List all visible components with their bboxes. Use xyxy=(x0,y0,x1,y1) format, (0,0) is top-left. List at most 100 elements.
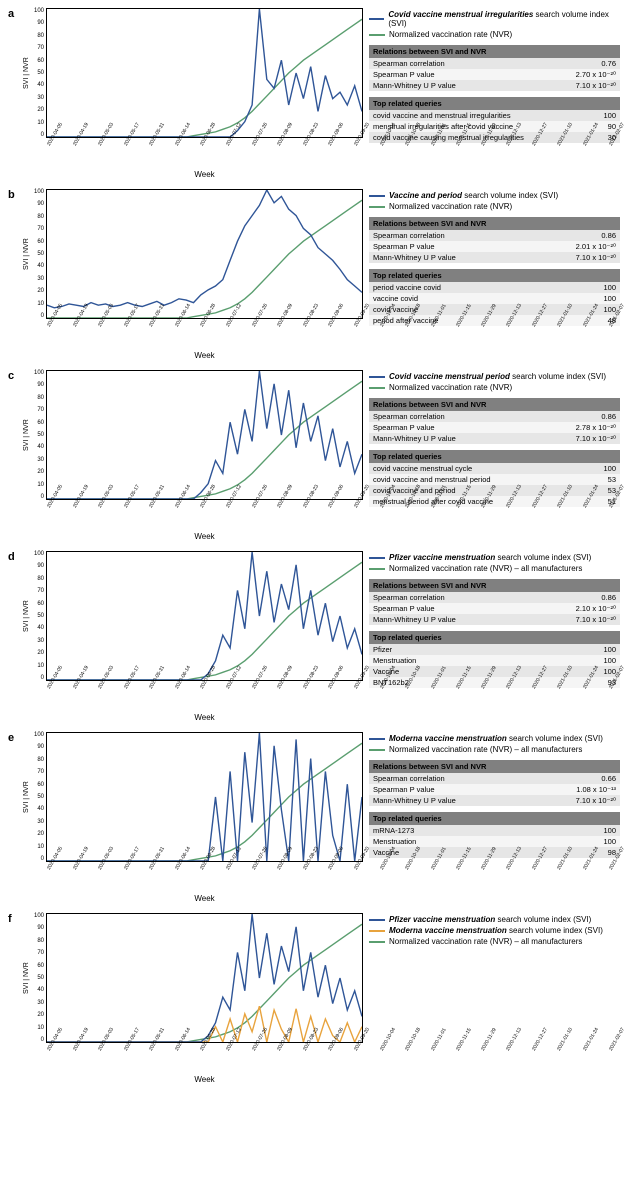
stats-table: Relations between SVI and NVRSpearman co… xyxy=(369,217,620,263)
panel-e: eSVI | NVR10090807060504030201002020-04-… xyxy=(8,732,620,903)
legend-swatch xyxy=(369,557,385,559)
stats-table: Relations between SVI and NVRSpearman co… xyxy=(369,760,620,806)
panel-label: d xyxy=(8,551,15,563)
table-row: Mann-Whitney U P value7.10 x 10⁻²⁰ xyxy=(369,614,620,625)
x-ticks: 2020-04-052020-04-192020-05-032020-05-17… xyxy=(46,500,363,536)
legend-swatch xyxy=(369,206,385,208)
legend-item: Covid vaccine menstrual period search vo… xyxy=(369,372,620,381)
legend-swatch xyxy=(369,195,385,197)
table-row: Spearman correlation0.76 xyxy=(369,58,620,69)
legend-swatch xyxy=(369,34,385,36)
legend-swatch xyxy=(369,749,385,751)
plot-area xyxy=(46,370,363,500)
table-row: covid vaccine and menstrual irregulariti… xyxy=(369,110,620,121)
panel-b: bSVI | NVR10090807060504030201002020-04-… xyxy=(8,189,620,360)
y-ticks: 1009080706050403020100 xyxy=(32,8,46,138)
table-header: Top related queries xyxy=(369,269,620,282)
x-ticks: 2020-04-052020-04-192020-05-032020-05-17… xyxy=(46,862,363,898)
legend-item: Pfizer vaccine menstruation search volum… xyxy=(369,553,620,562)
table-header: Relations between SVI and NVR xyxy=(369,579,620,592)
table-row: Mann-Whitney U P value7.10 x 10⁻²⁰ xyxy=(369,252,620,263)
panel-label: b xyxy=(8,189,15,201)
nvr-line xyxy=(47,924,362,1042)
svi-line xyxy=(47,914,362,1042)
nvr-line xyxy=(47,200,362,318)
legend-swatch xyxy=(369,738,385,740)
legend-item: Vaccine and period search volume index (… xyxy=(369,191,620,200)
nvr-line xyxy=(47,19,362,137)
legend-item: Moderna vaccine menstruation search volu… xyxy=(369,926,620,935)
y-ticks: 1009080706050403020100 xyxy=(32,189,46,319)
legend-item: Normalized vaccination rate (NVR) – all … xyxy=(369,745,620,754)
legend-item: Normalized vaccination rate (NVR) xyxy=(369,383,620,392)
panel-f: fSVI | NVR10090807060504030201002020-04-… xyxy=(8,913,620,1084)
plot-area xyxy=(46,189,363,319)
panel-label: f xyxy=(8,913,12,925)
panel-label: c xyxy=(8,370,14,382)
panel-label: e xyxy=(8,732,14,744)
legend-swatch xyxy=(369,18,384,20)
legend-item: Normalized vaccination rate (NVR) xyxy=(369,202,620,211)
table-row: Menstruation100 xyxy=(369,836,620,847)
panel-label: a xyxy=(8,8,14,20)
chart-column: SVI | NVR10090807060504030201002020-04-0… xyxy=(8,189,363,360)
legend-item: Moderna vaccine menstruation search volu… xyxy=(369,734,620,743)
legend-item: Covid vaccine menstrual irregularities s… xyxy=(369,10,620,28)
table-row: Spearman P value2.01 x 10⁻²⁰ xyxy=(369,241,620,252)
x-ticks: 2020-04-052020-04-192020-05-032020-05-17… xyxy=(46,319,363,355)
legend-swatch xyxy=(369,919,385,921)
table-header: Relations between SVI and NVR xyxy=(369,760,620,773)
plot-area xyxy=(46,913,363,1043)
legend-item: Normalized vaccination rate (NVR) xyxy=(369,30,620,39)
table-row: vaccine covid100 xyxy=(369,293,620,304)
nvr-line xyxy=(47,562,362,680)
legend-swatch xyxy=(369,941,385,943)
table-header: Relations between SVI and NVR xyxy=(369,217,620,230)
stats-table: Relations between SVI and NVRSpearman co… xyxy=(369,45,620,91)
y-ticks: 1009080706050403020100 xyxy=(32,551,46,681)
table-row: Spearman P value1.08 x 10⁻¹³ xyxy=(369,784,620,795)
legend-swatch xyxy=(369,387,385,389)
x-ticks: 2020-04-052020-04-192020-05-032020-05-17… xyxy=(46,681,363,717)
table-header: Top related queries xyxy=(369,812,620,825)
table-row: Mann-Whitney U P value7.10 x 10⁻²⁰ xyxy=(369,80,620,91)
table-row: Spearman correlation0.66 xyxy=(369,773,620,784)
chart-column: SVI | NVR10090807060504030201002020-04-0… xyxy=(8,732,363,903)
plot-area xyxy=(46,732,363,862)
legend-item: Normalized vaccination rate (NVR) – all … xyxy=(369,937,620,946)
table-row: covid vaccine and menstrual period53 xyxy=(369,474,620,485)
y-ticks: 1009080706050403020100 xyxy=(32,370,46,500)
x-ticks: 2020-04-052020-04-192020-05-032020-05-17… xyxy=(46,1043,363,1079)
svi-line xyxy=(47,733,362,861)
table-header: Top related queries xyxy=(369,631,620,644)
svi-line xyxy=(47,552,362,680)
plot-area xyxy=(46,551,363,681)
plot-area xyxy=(46,8,363,138)
table-row: Mann-Whitney U P value7.10 x 10⁻²⁰ xyxy=(369,433,620,444)
table-row: mRNA-1273100 xyxy=(369,825,620,836)
table-header: Relations between SVI and NVR xyxy=(369,45,620,58)
table-row: Spearman correlation0.86 xyxy=(369,230,620,241)
stats-table: Relations between SVI and NVRSpearman co… xyxy=(369,579,620,625)
table-row: covid vaccine menstrual cycle100 xyxy=(369,463,620,474)
table-row: Spearman correlation0.86 xyxy=(369,411,620,422)
table-row: Spearman correlation0.86 xyxy=(369,592,620,603)
chart-column: SVI | NVR10090807060504030201002020-04-0… xyxy=(8,913,363,1084)
table-row: Mann-Whitney U P value7.10 x 10⁻²⁰ xyxy=(369,795,620,806)
table-row: Spearman P value2.70 x 10⁻²⁰ xyxy=(369,69,620,80)
table-row: period vaccine covid100 xyxy=(369,282,620,293)
table-row: Menstruation100 xyxy=(369,655,620,666)
y-axis-label: SVI | NVR xyxy=(22,732,32,862)
svi-line xyxy=(47,190,362,308)
y-ticks: 1009080706050403020100 xyxy=(32,732,46,862)
legend-item: Normalized vaccination rate (NVR) – all … xyxy=(369,564,620,573)
table-header: Top related queries xyxy=(369,450,620,463)
svi-line xyxy=(47,371,362,499)
chart-column: SVI | NVR10090807060504030201002020-04-0… xyxy=(8,370,363,541)
table-header: Relations between SVI and NVR xyxy=(369,398,620,411)
nvr-line xyxy=(47,381,362,499)
legend-swatch xyxy=(369,568,385,570)
nvr-line xyxy=(47,743,362,861)
chart-column: SVI | NVR10090807060504030201002020-04-0… xyxy=(8,8,363,179)
y-axis-label: SVI | NVR xyxy=(22,189,32,319)
